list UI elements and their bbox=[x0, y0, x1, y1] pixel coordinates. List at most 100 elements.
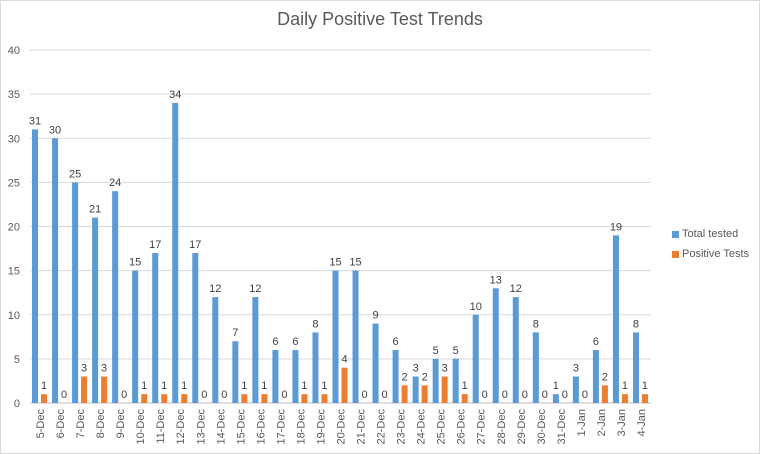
x-tick-label: 8-Dec bbox=[95, 409, 107, 439]
bar-positive-tests bbox=[181, 394, 188, 403]
data-label: 31 bbox=[29, 115, 41, 127]
bar-total-tested bbox=[372, 323, 379, 403]
data-label: 19 bbox=[610, 221, 622, 233]
bar-positive-tests bbox=[341, 367, 348, 403]
y-tick-label: 30 bbox=[8, 133, 20, 145]
x-tick-label: 20-Dec bbox=[336, 409, 348, 445]
data-label: 5 bbox=[453, 345, 459, 357]
data-label: 0 bbox=[522, 389, 528, 401]
bar-total-tested bbox=[552, 394, 559, 403]
data-label: 3 bbox=[413, 363, 419, 375]
x-tick-label: 27-Dec bbox=[476, 409, 488, 445]
data-label: 4 bbox=[341, 354, 347, 366]
y-tick-label: 0 bbox=[14, 398, 20, 410]
data-label: 1 bbox=[261, 380, 267, 392]
bar-total-tested bbox=[292, 350, 299, 403]
bar-total-tested bbox=[612, 235, 619, 403]
data-label: 0 bbox=[382, 389, 388, 401]
data-label: 0 bbox=[482, 389, 488, 401]
bar-positive-tests bbox=[401, 385, 408, 403]
bar-positive-tests bbox=[241, 394, 248, 403]
legend-swatch-total-tested bbox=[672, 230, 679, 238]
data-label: 15 bbox=[329, 257, 341, 269]
data-label: 34 bbox=[169, 89, 181, 101]
data-label: 6 bbox=[593, 336, 599, 348]
x-tick-label: 11-Dec bbox=[155, 409, 167, 444]
data-label: 2 bbox=[602, 371, 608, 383]
x-tick-label: 18-Dec bbox=[295, 409, 307, 445]
data-label: 1 bbox=[553, 380, 559, 392]
bar-total-tested bbox=[432, 358, 439, 403]
data-label: 8 bbox=[633, 318, 639, 330]
bar-total-tested bbox=[132, 270, 139, 403]
data-label: 15 bbox=[129, 257, 141, 269]
data-label: 15 bbox=[349, 257, 361, 269]
x-tick-label: 31-Dec bbox=[556, 409, 568, 445]
data-label: 6 bbox=[272, 336, 278, 348]
legend-swatch-positive-tests bbox=[672, 250, 679, 258]
data-label: 6 bbox=[393, 336, 399, 348]
data-label: 3 bbox=[573, 363, 579, 375]
data-label: 0 bbox=[221, 389, 227, 401]
legend-label-total-tested: Total tested bbox=[682, 228, 739, 240]
data-label: 0 bbox=[562, 389, 568, 401]
bar-total-tested bbox=[592, 350, 599, 403]
bar-positive-tests bbox=[461, 394, 468, 403]
x-tick-label: 25-Dec bbox=[436, 409, 448, 445]
x-tick-label: 2-Jan bbox=[596, 409, 608, 437]
bar-positive-tests bbox=[81, 376, 88, 403]
bars bbox=[32, 102, 648, 404]
bar-total-tested bbox=[412, 376, 419, 403]
bar-total-tested bbox=[452, 358, 459, 403]
data-label: 12 bbox=[510, 283, 522, 295]
x-tick-label: 1-Jan bbox=[576, 409, 588, 437]
bar-positive-tests bbox=[321, 394, 328, 403]
bar-total-tested bbox=[192, 252, 199, 403]
y-axis-ticks: 0 5 10 15 20 25 30 35 40 bbox=[8, 45, 20, 410]
data-label: 1 bbox=[161, 380, 167, 392]
bar-total-tested bbox=[112, 191, 119, 403]
data-label: 9 bbox=[373, 310, 379, 322]
gridlines bbox=[30, 49, 651, 404]
bar-total-tested bbox=[72, 182, 79, 403]
data-label: 0 bbox=[121, 389, 127, 401]
x-tick-label: 19-Dec bbox=[315, 409, 327, 445]
bar-total-tested bbox=[312, 332, 319, 403]
x-tick-label: 17-Dec bbox=[275, 409, 287, 445]
y-tick-label: 40 bbox=[8, 45, 20, 57]
data-label: 1 bbox=[622, 380, 628, 392]
y-tick-label: 20 bbox=[8, 222, 20, 234]
bar-total-tested bbox=[472, 314, 479, 403]
y-tick-label: 35 bbox=[8, 89, 20, 101]
bar-positive-tests bbox=[41, 394, 48, 403]
bar-total-tested bbox=[152, 252, 159, 403]
bar-positive-tests bbox=[621, 394, 628, 403]
bar-positive-tests bbox=[101, 376, 108, 403]
bar-positive-tests bbox=[421, 385, 428, 403]
bar-positive-tests bbox=[161, 394, 168, 403]
data-label: 25 bbox=[69, 168, 81, 180]
x-tick-label: 12-Dec bbox=[175, 409, 187, 445]
x-tick-label: 21-Dec bbox=[356, 409, 368, 445]
bar-total-tested bbox=[232, 341, 239, 403]
bar-positive-tests bbox=[141, 394, 148, 403]
data-label: 0 bbox=[361, 389, 367, 401]
data-label: 3 bbox=[101, 363, 107, 375]
x-tick-label: 30-Dec bbox=[536, 409, 548, 445]
x-tick-label: 14-Dec bbox=[215, 409, 227, 445]
data-label: 12 bbox=[249, 283, 261, 295]
data-label: 12 bbox=[209, 283, 221, 295]
bar-total-tested bbox=[352, 270, 359, 403]
bar-positive-tests bbox=[261, 394, 268, 403]
data-label: 1 bbox=[642, 380, 648, 392]
bar-total-tested bbox=[172, 102, 179, 403]
y-tick-label: 15 bbox=[8, 266, 20, 278]
y-tick-label: 25 bbox=[8, 177, 20, 189]
x-tick-label: 9-Dec bbox=[115, 409, 127, 439]
data-label: 13 bbox=[490, 274, 502, 286]
x-tick-label: 26-Dec bbox=[456, 409, 468, 445]
data-label: 3 bbox=[442, 363, 448, 375]
y-tick-label: 10 bbox=[8, 310, 20, 322]
x-axis-ticks: 5-Dec 6-Dec 7-Dec 8-Dec 9-Dec 10-Dec 11-Dec 12-… bbox=[35, 409, 648, 445]
data-label: 1 bbox=[321, 380, 327, 392]
